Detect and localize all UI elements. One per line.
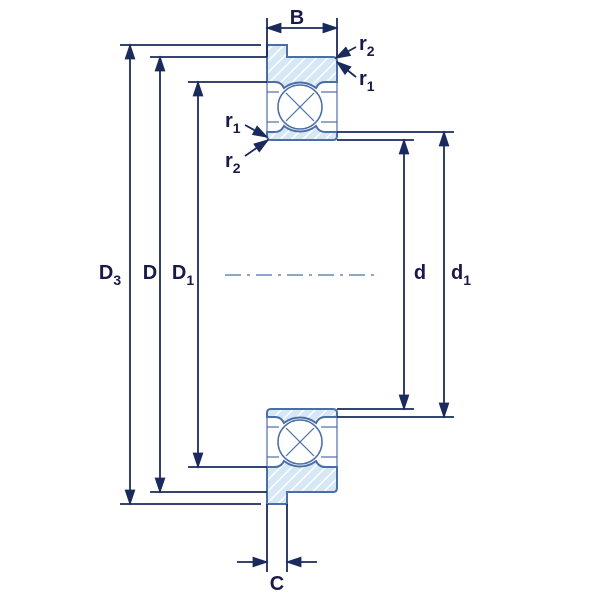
svg-text:D1: D1 [172,262,194,288]
label-r2-b-sub: 2 [233,160,241,176]
svg-text:r1: r1 [225,110,241,136]
outer-ring-lower [267,461,337,504]
svg-text:D3: D3 [99,262,121,288]
label-D: D [143,262,157,284]
label-d: d [414,262,426,284]
label-r1-b: r [225,110,233,132]
label-r2-a-sub: 2 [367,43,375,59]
outer-ring-upper [267,45,337,88]
label-r2-a: r [359,33,367,55]
svg-text:r2: r2 [359,33,375,59]
bearing-diagram: B C D3 D D1 d d1 r2 r1 r1 r2 [0,0,600,600]
label-D3-sub: 3 [113,272,121,288]
label-B: B [290,7,304,29]
label-D1: D [172,262,186,284]
svg-text:d1: d1 [451,262,471,288]
label-d1-sub: 1 [463,272,471,288]
label-r1-b-sub: 1 [233,120,241,136]
label-d1: d [451,262,463,284]
label-r1-a-sub: 1 [367,78,375,94]
label-C: C [270,573,284,595]
label-r2-b: r [225,150,233,172]
svg-text:r2: r2 [225,150,241,176]
label-D1-sub: 1 [186,272,194,288]
label-D3: D [99,262,113,284]
label-r1-a: r [359,68,367,90]
svg-text:r1: r1 [359,68,375,94]
